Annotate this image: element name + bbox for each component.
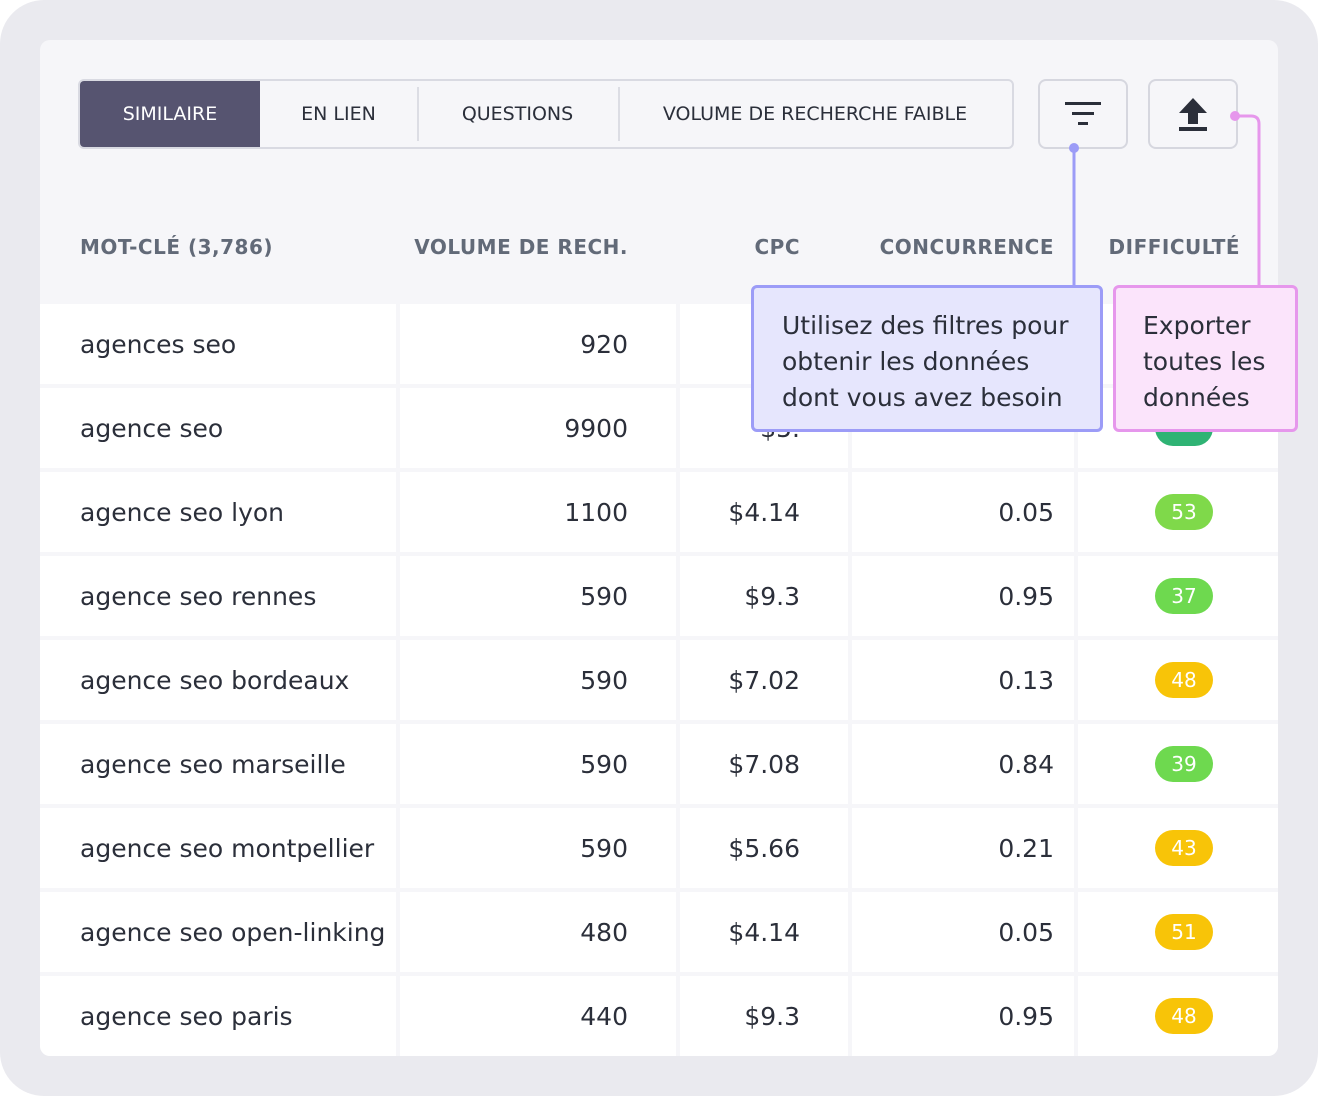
keyword-cell: agence seo <box>40 388 396 468</box>
competition-cell: 0.95 <box>852 976 1074 1056</box>
cpc-cell: $9.3 <box>680 976 848 1056</box>
export-tooltip: Exporter toutes les données <box>1113 285 1298 432</box>
tooltip-line: Utilisez des filtres pour <box>782 311 1069 340</box>
tab-similaire[interactable]: SIMILAIRE <box>80 81 260 147</box>
column-header-keyword[interactable]: MOT-CLÉ (3,786) <box>80 235 273 259</box>
export-button[interactable] <box>1148 79 1238 149</box>
volume-cell: 480 <box>400 892 676 972</box>
difficulty-badge: 43 <box>1155 830 1213 866</box>
filter-icon <box>1065 102 1101 125</box>
tab-bar: SIMILAIRE EN LIEN QUESTIONS VOLUME DE RE… <box>78 79 1014 149</box>
column-header-volume[interactable]: VOLUME DE RECH. <box>414 235 628 259</box>
competition-cell: 0.13 <box>852 640 1074 720</box>
volume-cell: 590 <box>400 640 676 720</box>
tab-label: QUESTIONS <box>461 103 574 125</box>
difficulty-cell: 43 <box>1078 808 1278 888</box>
keyword-panel: SIMILAIRE EN LIEN QUESTIONS VOLUME DE RE… <box>40 40 1278 1056</box>
tab-label: SIMILAIRE <box>122 103 218 125</box>
difficulty-badge: 48 <box>1155 662 1213 698</box>
competition-cell: 0.84 <box>852 724 1074 804</box>
tab-label: VOLUME DE RECHERCHE FAIBLE <box>662 103 968 125</box>
keyword-cell: agence seo paris <box>40 976 396 1056</box>
keyword-cell: agences seo <box>40 304 396 384</box>
table-row[interactable]: agence seo paris 440 $9.3 0.95 48 <box>40 976 1278 1056</box>
keyword-cell: agence seo montpellier <box>40 808 396 888</box>
tab-volume-faible[interactable]: VOLUME DE RECHERCHE FAIBLE <box>618 81 1012 147</box>
tooltip-line: Exporter <box>1143 311 1251 340</box>
tab-en-lien[interactable]: EN LIEN <box>260 81 417 147</box>
keyword-cell: agence seo lyon <box>40 472 396 552</box>
volume-cell: 440 <box>400 976 676 1056</box>
column-header-competition[interactable]: CONCURRENCE <box>879 235 1054 259</box>
cpc-cell: $5.66 <box>680 808 848 888</box>
keyword-cell: agence seo open-linking <box>40 892 396 972</box>
tab-label: EN LIEN <box>301 103 376 125</box>
volume-cell: 590 <box>400 724 676 804</box>
keyword-cell: agence seo rennes <box>40 556 396 636</box>
volume-cell: 590 <box>400 808 676 888</box>
tooltip-line: dont vous avez besoin <box>782 383 1063 412</box>
filter-button[interactable] <box>1038 79 1128 149</box>
competition-cell: 0.95 <box>852 556 1074 636</box>
cpc-cell: $4.14 <box>680 472 848 552</box>
tooltip-line: toutes les <box>1143 347 1266 376</box>
column-header-difficulty[interactable]: DIFFICULTÉ <box>1108 235 1240 259</box>
competition-cell: 0.05 <box>852 892 1074 972</box>
toolbar: SIMILAIRE EN LIEN QUESTIONS VOLUME DE RE… <box>40 40 1278 190</box>
tooltip-line: obtenir les données <box>782 347 1030 376</box>
table-row[interactable]: agence seo montpellier 590 $5.66 0.21 43 <box>40 808 1278 888</box>
difficulty-badge: 51 <box>1155 914 1213 950</box>
filter-tooltip: Utilisez des filtres pour obtenir les do… <box>751 285 1103 432</box>
difficulty-cell: 51 <box>1078 892 1278 972</box>
table-row[interactable]: agence seo lyon 1100 $4.14 0.05 53 <box>40 472 1278 552</box>
tab-questions[interactable]: QUESTIONS <box>417 81 618 147</box>
volume-cell: 9900 <box>400 388 676 468</box>
cpc-cell: $4.14 <box>680 892 848 972</box>
volume-cell: 920 <box>400 304 676 384</box>
tooltip-line: données <box>1143 383 1250 412</box>
competition-cell: 0.21 <box>852 808 1074 888</box>
table-header: MOT-CLÉ (3,786) VOLUME DE RECH. CPC CONC… <box>40 194 1278 300</box>
upload-icon <box>1179 98 1207 131</box>
table-row[interactable]: agence seo bordeaux 590 $7.02 0.13 48 <box>40 640 1278 720</box>
keyword-cell: agence seo marseille <box>40 724 396 804</box>
cpc-cell: $7.02 <box>680 640 848 720</box>
difficulty-cell: 48 <box>1078 640 1278 720</box>
volume-cell: 590 <box>400 556 676 636</box>
column-header-cpc[interactable]: CPC <box>754 235 800 259</box>
volume-cell: 1100 <box>400 472 676 552</box>
cpc-cell: $9.3 <box>680 556 848 636</box>
difficulty-cell: 37 <box>1078 556 1278 636</box>
difficulty-cell: 53 <box>1078 472 1278 552</box>
table-row[interactable]: agence seo marseille 590 $7.08 0.84 39 <box>40 724 1278 804</box>
table-row[interactable]: agence seo rennes 590 $9.3 0.95 37 <box>40 556 1278 636</box>
difficulty-badge: 53 <box>1155 494 1213 530</box>
keyword-cell: agence seo bordeaux <box>40 640 396 720</box>
difficulty-badge: 48 <box>1155 998 1213 1034</box>
difficulty-badge: 39 <box>1155 746 1213 782</box>
cpc-cell: $7.08 <box>680 724 848 804</box>
difficulty-cell: 48 <box>1078 976 1278 1056</box>
table-row[interactable]: agence seo open-linking 480 $4.14 0.05 51 <box>40 892 1278 972</box>
difficulty-badge: 37 <box>1155 578 1213 614</box>
competition-cell: 0.05 <box>852 472 1074 552</box>
difficulty-cell: 39 <box>1078 724 1278 804</box>
